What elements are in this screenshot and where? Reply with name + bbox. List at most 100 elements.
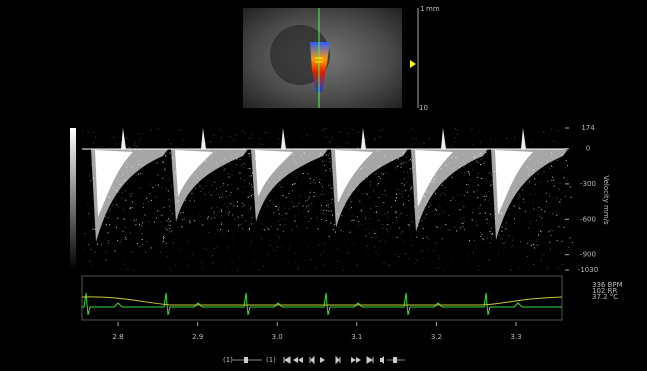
noise [297, 267, 299, 269]
first-button[interactable] [283, 356, 291, 364]
volume-thumb[interactable] [393, 357, 397, 363]
noise [502, 250, 504, 252]
noise [169, 179, 171, 181]
speckle [291, 229, 293, 231]
speckle [268, 228, 270, 230]
play-button[interactable] [320, 357, 325, 363]
noise [434, 157, 436, 159]
noise [229, 258, 231, 260]
speckle [481, 234, 483, 236]
noise [224, 269, 226, 271]
noise [549, 193, 551, 195]
speckle [530, 220, 532, 222]
noise [374, 139, 376, 141]
noise [192, 219, 194, 221]
noise [224, 203, 226, 205]
speckle [227, 184, 229, 186]
speckle [395, 197, 397, 199]
speckle [536, 161, 538, 163]
noise [122, 134, 124, 136]
noise [229, 135, 231, 137]
noise [439, 171, 441, 173]
speckle [482, 238, 484, 240]
noise [203, 204, 204, 205]
speckle [327, 206, 329, 208]
speckle [322, 209, 324, 211]
noise [137, 174, 139, 176]
noise [437, 267, 439, 269]
noise [415, 139, 417, 141]
noise [429, 229, 430, 230]
speckle [214, 217, 216, 219]
noise [323, 183, 325, 185]
speckle [387, 212, 389, 214]
speckle [423, 196, 425, 198]
speckle [556, 214, 558, 216]
speckle [477, 197, 479, 199]
noise [206, 249, 208, 251]
noise [372, 141, 374, 143]
speckle [558, 226, 560, 228]
noise [498, 201, 500, 203]
slider-thumb[interactable] [244, 357, 248, 363]
noise [448, 214, 450, 216]
forward-button[interactable] [351, 357, 361, 363]
speckle [116, 189, 118, 191]
noise [279, 237, 281, 239]
noise [237, 204, 239, 206]
rewind-button[interactable] [293, 357, 303, 363]
speckle [462, 222, 464, 224]
noise [342, 202, 344, 204]
speckle [346, 161, 348, 163]
speckle [142, 206, 144, 208]
speckle [340, 229, 342, 231]
noise [352, 243, 354, 245]
noise [532, 201, 534, 203]
speckle [378, 165, 380, 167]
noise [247, 212, 249, 214]
noise [133, 145, 135, 147]
noise [254, 176, 256, 178]
noise [365, 228, 367, 230]
speckle [239, 172, 241, 174]
speckle [107, 242, 109, 244]
speckle [557, 159, 559, 161]
noise [519, 237, 521, 239]
step-forward-button[interactable] [335, 355, 341, 365]
noise [382, 227, 384, 229]
speckle [181, 226, 183, 228]
noise [406, 172, 408, 174]
speckle [168, 231, 170, 233]
noise [337, 146, 339, 148]
noise [220, 187, 222, 189]
speckle [551, 179, 553, 181]
last-button[interactable] [366, 356, 374, 364]
noise [453, 166, 455, 168]
noise [330, 240, 331, 241]
noise [191, 184, 193, 186]
noise [297, 131, 299, 133]
noise [325, 128, 327, 130]
speckle [310, 182, 312, 184]
speckle [571, 242, 573, 244]
noise [110, 265, 111, 266]
noise [389, 210, 390, 211]
noise [243, 147, 245, 149]
speckle [137, 243, 139, 245]
noise [289, 262, 291, 264]
noise [508, 182, 510, 184]
noise [198, 214, 200, 216]
volume-icon[interactable] [380, 356, 384, 364]
noise [312, 182, 314, 184]
noise [99, 187, 101, 189]
step-back-button[interactable] [309, 355, 315, 365]
speckle [202, 224, 204, 226]
noise [323, 264, 325, 266]
speckle [185, 155, 187, 157]
noise [190, 216, 192, 218]
depth-bottom: 10 [419, 104, 428, 112]
speckle [94, 191, 96, 193]
velocity-tick-label: 174 [581, 124, 595, 132]
noise [467, 254, 469, 256]
noise [414, 263, 416, 265]
